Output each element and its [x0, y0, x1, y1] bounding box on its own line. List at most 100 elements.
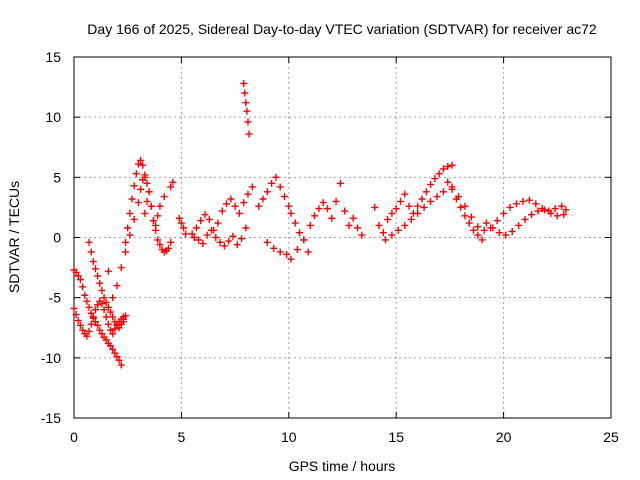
- data-point: [240, 199, 248, 207]
- data-point: [165, 244, 173, 252]
- y-tick-label: -10: [41, 350, 61, 366]
- y-tick-label: -15: [41, 410, 61, 426]
- data-point: [130, 215, 138, 223]
- data-point: [276, 248, 284, 256]
- data-point: [283, 250, 291, 258]
- data-point: [124, 224, 132, 232]
- data-point: [231, 202, 239, 210]
- y-tick-label: 15: [45, 49, 61, 65]
- data-point: [263, 188, 271, 196]
- data-point: [235, 209, 243, 217]
- data-point: [521, 215, 529, 223]
- data-point: [214, 219, 222, 227]
- data-point: [448, 161, 456, 169]
- data-point: [263, 238, 271, 246]
- data-point: [141, 171, 149, 179]
- data-point: [467, 213, 475, 221]
- data-point: [216, 238, 224, 246]
- data-point: [414, 209, 422, 217]
- data-point: [188, 230, 196, 238]
- data-point: [96, 279, 104, 287]
- data-point: [240, 79, 248, 87]
- data-point: [392, 205, 400, 213]
- data-point: [384, 215, 392, 223]
- data-point: [122, 248, 130, 256]
- data-point: [562, 206, 570, 214]
- data-point: [102, 313, 110, 321]
- data-point: [115, 356, 123, 364]
- data-point: [94, 321, 102, 329]
- data-point: [358, 231, 366, 239]
- data-point: [381, 236, 389, 244]
- data-point: [281, 193, 289, 201]
- data-point: [354, 224, 362, 232]
- data-point: [238, 235, 246, 243]
- data-point: [439, 165, 447, 173]
- data-point: [72, 268, 80, 276]
- data-point: [489, 224, 497, 232]
- data-point: [109, 294, 117, 302]
- data-point: [285, 202, 293, 210]
- data-point: [167, 238, 175, 246]
- data-point: [177, 219, 185, 227]
- y-tick-label: -5: [49, 290, 62, 306]
- data-point: [205, 215, 213, 223]
- data-point: [143, 179, 151, 187]
- data-point: [223, 200, 231, 208]
- data-point: [175, 214, 183, 222]
- data-point: [113, 282, 121, 290]
- data-point: [98, 330, 106, 338]
- data-point: [130, 182, 138, 190]
- data-point: [379, 229, 387, 237]
- data-point: [245, 130, 253, 138]
- data-point: [457, 203, 465, 211]
- data-point: [126, 231, 134, 239]
- data-point: [427, 197, 435, 205]
- data-point: [422, 188, 430, 196]
- data-point: [111, 318, 119, 326]
- data-point: [287, 255, 295, 263]
- data-point: [139, 161, 147, 169]
- data-point: [147, 202, 155, 210]
- data-point: [336, 179, 344, 187]
- data-point: [134, 199, 142, 207]
- data-point: [551, 205, 559, 213]
- data-point: [199, 240, 207, 248]
- x-tick-label: 25: [603, 429, 619, 445]
- data-point: [156, 241, 164, 249]
- x-tick-label: 5: [178, 429, 186, 445]
- data-point: [218, 207, 226, 215]
- data-point: [137, 185, 145, 193]
- data-point: [115, 324, 123, 332]
- data-point: [117, 361, 125, 369]
- data-point: [203, 231, 211, 239]
- data-point: [547, 209, 555, 217]
- data-point: [482, 219, 490, 227]
- data-point: [427, 181, 435, 189]
- data-point: [248, 183, 256, 191]
- data-point: [454, 193, 462, 201]
- chart-title: Day 166 of 2025, Sidereal Day-to-day VTE…: [87, 21, 597, 37]
- data-point: [558, 202, 566, 210]
- data-point: [207, 226, 215, 234]
- data-point: [500, 209, 508, 217]
- data-point: [154, 236, 162, 244]
- data-point: [515, 221, 523, 229]
- data-point: [201, 211, 209, 219]
- data-point: [528, 211, 536, 219]
- data-point: [296, 229, 304, 237]
- data-point: [98, 286, 106, 294]
- data-point: [141, 209, 149, 217]
- data-point: [70, 304, 78, 312]
- data-point: [109, 330, 117, 338]
- x-tick-label: 20: [496, 429, 512, 445]
- data-point: [255, 202, 263, 210]
- data-point: [94, 272, 102, 280]
- data-point: [100, 306, 108, 314]
- data-point: [132, 170, 140, 178]
- y-axis-label: SDTVAR / TECUs: [6, 181, 22, 293]
- data-point: [220, 242, 228, 250]
- data-point: [328, 214, 336, 222]
- data-point: [244, 118, 252, 126]
- data-point: [461, 202, 469, 210]
